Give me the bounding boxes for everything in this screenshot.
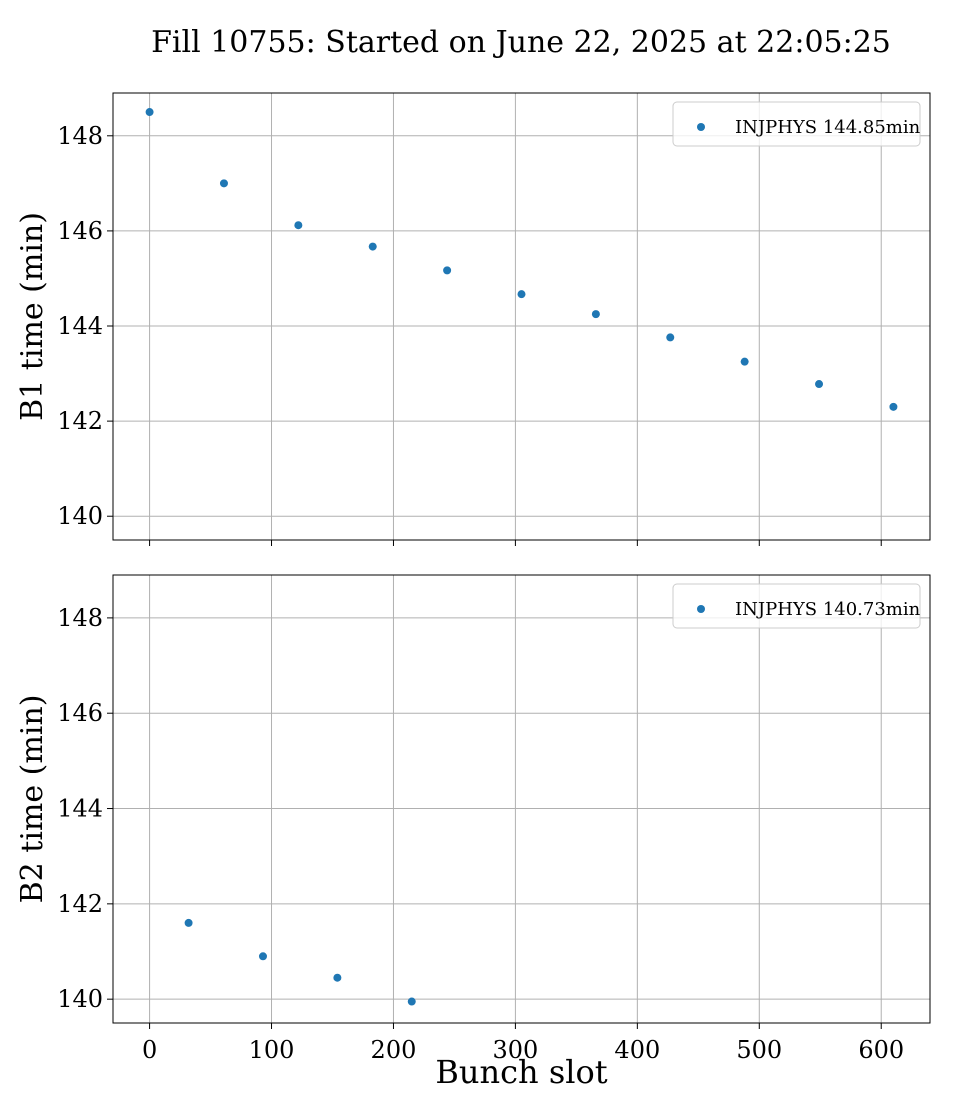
x-tick-label: 0	[142, 1036, 157, 1064]
legend-label: INJPHYS 144.85min	[735, 117, 921, 138]
legend-box	[672, 583, 921, 629]
legend-marker	[697, 605, 705, 613]
data-point	[591, 310, 600, 319]
data-point	[368, 242, 377, 251]
x-tick-label: 400	[614, 1036, 660, 1064]
data-point	[517, 290, 526, 299]
x-tick-label: 300	[492, 1036, 538, 1064]
data-point	[740, 357, 749, 366]
data-point	[443, 266, 452, 275]
data-point	[219, 179, 228, 188]
y-tick-label: 148	[57, 604, 103, 632]
x-tick-label: 500	[736, 1036, 782, 1064]
y-tick-label: 148	[57, 122, 103, 150]
x-tick-label: 100	[249, 1036, 295, 1064]
plot-frame	[112, 574, 931, 1024]
data-point	[407, 997, 416, 1006]
y-axis-label: B1 time (min)	[15, 212, 50, 421]
legend-box	[672, 101, 921, 147]
y-tick-label: 146	[57, 699, 103, 727]
y-tick-label: 142	[57, 890, 103, 918]
data-point	[145, 108, 154, 117]
data-point	[258, 952, 267, 961]
plot-frame	[112, 92, 931, 541]
data-point	[184, 918, 193, 927]
data-point	[294, 221, 303, 230]
y-tick-label: 140	[57, 502, 103, 530]
data-point	[333, 973, 342, 982]
y-tick-label: 144	[57, 312, 103, 340]
legend-label: INJPHYS 140.73min	[735, 599, 921, 620]
x-tick-label: 200	[371, 1036, 417, 1064]
data-point	[815, 380, 824, 389]
figure-title: Fill 10755: Started on June 22, 2025 at …	[151, 25, 891, 60]
legend-marker	[697, 123, 705, 131]
panel-top: 140 142 144 146 148 B1 time (min) INJPHYS 144.…	[15, 92, 931, 546]
data-point	[666, 333, 675, 342]
panel-bottom: 0 100 200 300 400 500 600 140 142 144 146 148 B2 tim…	[15, 574, 931, 1091]
y-tick-label: 144	[57, 795, 103, 823]
y-axis-label: B2 time (min)	[15, 695, 50, 904]
x-axis-label: Bunch slot	[435, 1053, 607, 1091]
y-tick-label: 146	[57, 217, 103, 245]
data-point	[889, 402, 898, 411]
y-tick-label: 140	[57, 985, 103, 1013]
x-tick-label: 600	[858, 1036, 904, 1064]
y-tick-label: 142	[57, 407, 103, 435]
